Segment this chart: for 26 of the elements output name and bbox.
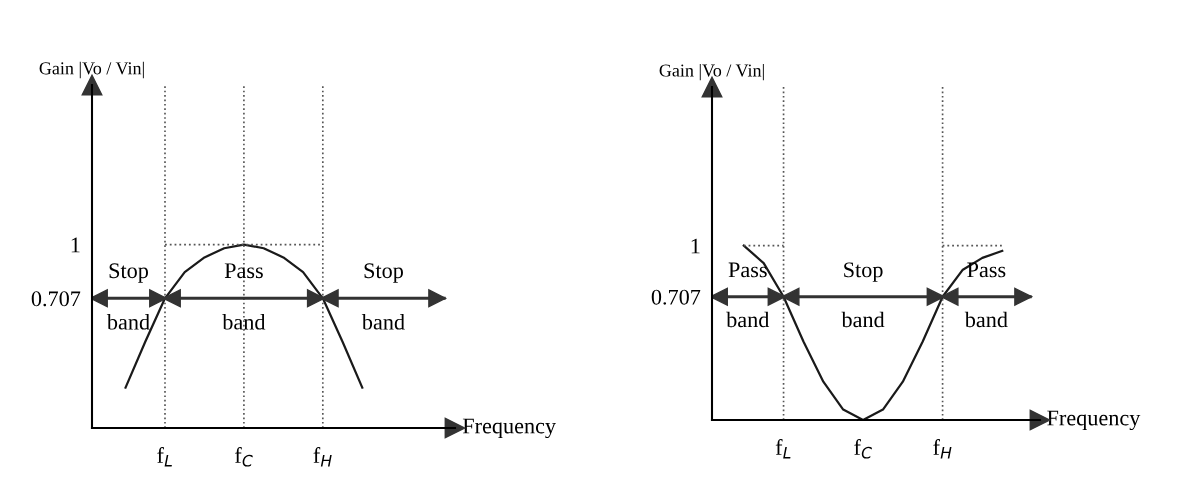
x-tick-label: f$_{H}$	[313, 447, 332, 467]
x-tick-label: f$_{L}$	[775, 439, 791, 459]
x-tick-label: f$_{C}$	[235, 447, 253, 467]
x-tick-label: f$_{C}$	[854, 439, 872, 459]
annotation: Stop	[364, 263, 403, 283]
annotation: band	[361, 313, 405, 330]
x-tick-label: f$_{H}$	[933, 439, 952, 459]
annotation: Pass	[967, 262, 1006, 278]
x-tick-label: f$_{L}$	[157, 447, 172, 467]
x-axis-title: Frequency	[462, 418, 556, 439]
y-axis-title: Gain |Vo / Vin|	[659, 63, 764, 81]
annotation: Stop	[844, 262, 883, 282]
annotation: Pass	[224, 263, 263, 279]
annotation: band	[726, 311, 770, 328]
annotation: band	[222, 313, 266, 330]
annotation: Stop	[109, 263, 149, 283]
y-tick-label: 1	[691, 238, 700, 254]
x-axis-title: Frequency	[1047, 410, 1141, 431]
y-tick-label: 1	[71, 237, 80, 253]
y-axis-title: Gain |Vo / Vin|	[39, 61, 144, 79]
annotation: Pass	[728, 262, 767, 278]
y-tick-label: 0.707	[651, 289, 701, 305]
annotation: band	[106, 313, 150, 330]
y-tick-label: 0.707	[31, 291, 81, 307]
annotation: band	[841, 311, 885, 328]
annotation: band	[964, 311, 1008, 328]
